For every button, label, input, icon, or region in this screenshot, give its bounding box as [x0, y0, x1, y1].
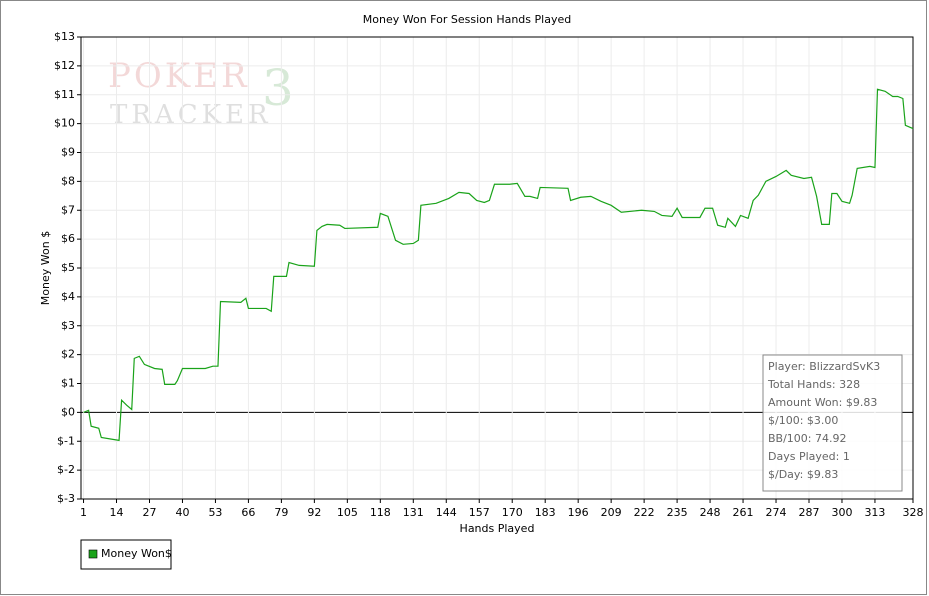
watermark-mark: 3 [262, 59, 294, 117]
y-tick-label: $0 [61, 405, 75, 418]
y-tick-label: $4 [61, 290, 75, 303]
stats-line: Player: BlizzardSvK3 [768, 360, 880, 373]
chart-title: Money Won For Session Hands Played [363, 13, 571, 26]
x-tick-label: 300 [831, 506, 852, 519]
y-tick-label: $9 [61, 146, 75, 159]
x-tick-label: 40 [175, 506, 189, 519]
y-tick-label: $12 [54, 59, 75, 72]
x-tick-label: 170 [502, 506, 523, 519]
stats-line: $/Day: $9.83 [768, 468, 838, 481]
watermark-text: POKER [108, 56, 250, 96]
x-tick-label: 27 [142, 506, 156, 519]
data-line [83, 88, 914, 442]
stats-line: Days Played: 1 [768, 450, 850, 463]
legend-swatch [88, 549, 98, 559]
stats-line: Amount Won: $9.83 [768, 396, 877, 409]
y-tick-label: $1 [61, 377, 75, 390]
y-axis-label: Money Won $ [39, 231, 52, 305]
watermark: POKER TRACKER 3 [108, 56, 294, 130]
x-axis-label: Hands Played [460, 522, 535, 535]
x-tick-label: 79 [274, 506, 288, 519]
y-tick-label: $8 [61, 174, 75, 187]
x-tick-label: 222 [634, 506, 655, 519]
stats-line: $/100: $3.00 [768, 414, 838, 427]
x-tick-label: 14 [110, 506, 124, 519]
y-tick-label: $-3 [57, 492, 75, 505]
x-tick-label: 105 [337, 506, 358, 519]
stats-line: Total Hands: 328 [767, 378, 860, 391]
x-tick-label: 328 [903, 506, 924, 519]
y-tick-label: $13 [54, 30, 75, 43]
x-tick-label: 131 [403, 506, 424, 519]
y-tick-label: $11 [54, 88, 75, 101]
x-tick-label: 209 [601, 506, 622, 519]
stats-border [762, 354, 903, 492]
x-tick-label: 235 [667, 506, 688, 519]
legend-label: Money Won$ [101, 547, 172, 560]
y-tick-label: $2 [61, 348, 75, 361]
stats-box: Player: BlizzardSvK3 Total Hands: 328 Amou… [762, 354, 903, 492]
x-tick-label: 92 [307, 506, 321, 519]
x-tick-label: 261 [733, 506, 754, 519]
watermark-text: TRACKER [110, 100, 272, 130]
plot-border [80, 36, 914, 500]
x-tick-label: 118 [370, 506, 391, 519]
x-tick-label: 144 [436, 506, 457, 519]
y-tick-label: $6 [61, 232, 75, 245]
x-tick-label: 66 [241, 506, 255, 519]
x-tick-label: 183 [535, 506, 556, 519]
x-tick-label: 248 [700, 506, 721, 519]
y-tick-label: $-2 [57, 463, 75, 476]
y-tick-label: $-1 [57, 434, 75, 447]
x-tick-label: 157 [469, 506, 490, 519]
y-tick-label: $10 [54, 117, 75, 130]
y-tick-label: $7 [61, 203, 75, 216]
x-tick-label: 1 [80, 506, 87, 519]
x-tick-label: 53 [208, 506, 222, 519]
x-tick-label: 313 [864, 506, 885, 519]
y-tick-label: $3 [61, 319, 75, 332]
legend: Money Won$ [80, 539, 172, 570]
y-tick-label: $5 [61, 261, 75, 274]
stats-line: BB/100: 74.92 [768, 432, 847, 445]
x-tick-label: 274 [766, 506, 787, 519]
x-tick-label: 196 [568, 506, 589, 519]
x-tick-label: 287 [799, 506, 820, 519]
